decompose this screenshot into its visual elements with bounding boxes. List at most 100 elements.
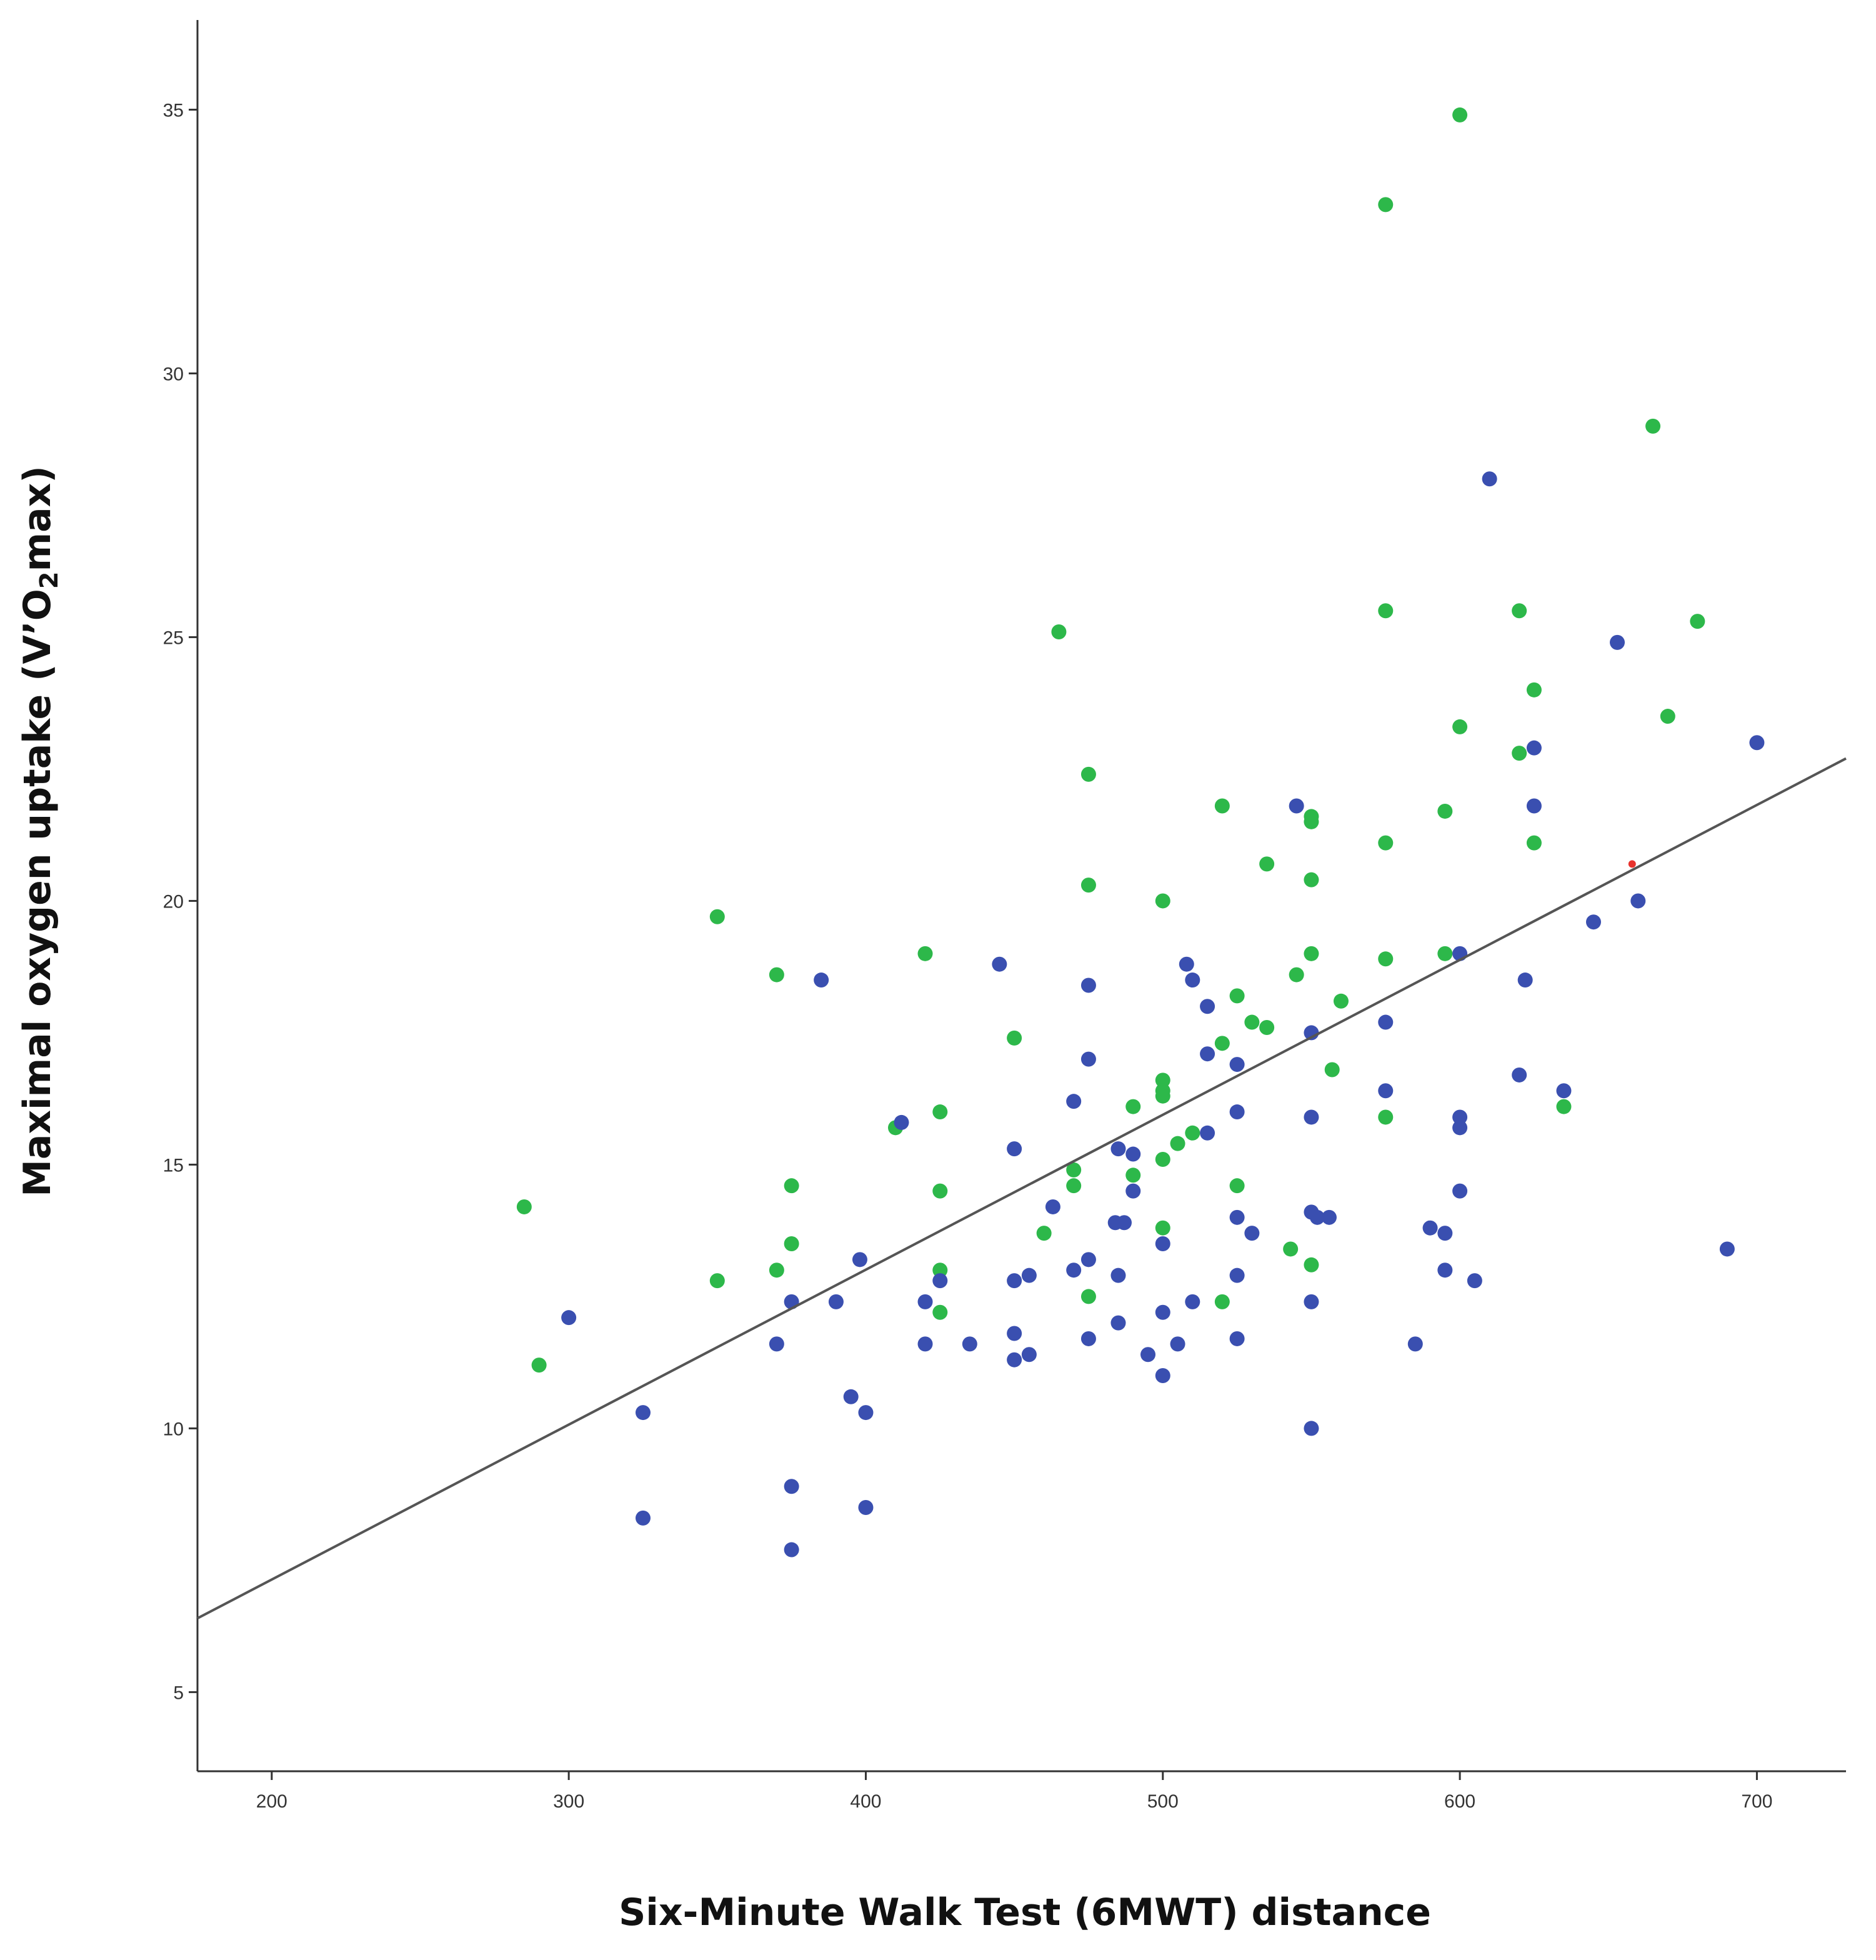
x-tick-label: 600 [1444, 1791, 1475, 1812]
point-blue [561, 1310, 577, 1326]
x-axis-title: Six-Minute Walk Test (6MWT) distance [619, 1891, 1431, 1934]
x-tick-label: 500 [1147, 1791, 1179, 1812]
point-blue [1437, 1226, 1453, 1241]
point-green [1229, 1178, 1245, 1194]
point-blue [1407, 1336, 1423, 1352]
point-blue [962, 1336, 977, 1352]
x-ticks: 200 300 400 500 600 700 [256, 1771, 1772, 1812]
y-axis-title-part-2: max) [16, 466, 59, 571]
point-blue [1007, 1352, 1022, 1368]
point-green [932, 1304, 948, 1320]
point-blue [1080, 978, 1096, 993]
point-green [1229, 988, 1245, 1004]
point-blue [1229, 1268, 1245, 1283]
point-green [1155, 893, 1170, 909]
point-green [1036, 1226, 1052, 1241]
point-green [932, 1262, 948, 1278]
point-green [1304, 946, 1319, 961]
point-blue [1110, 1315, 1126, 1331]
point-green [932, 1183, 948, 1199]
point-green [1080, 878, 1096, 893]
point-green [1155, 1151, 1170, 1167]
point-blue [1244, 1226, 1260, 1241]
point-blue [1556, 1083, 1572, 1099]
point-blue [1007, 1273, 1022, 1289]
point-green [1690, 614, 1705, 629]
point-green [1259, 856, 1275, 872]
point-blue [1378, 1014, 1394, 1030]
point-green [1304, 1257, 1319, 1272]
point-blue [1021, 1347, 1037, 1362]
point-green [1645, 418, 1661, 434]
point-blue [769, 1336, 784, 1352]
point-blue [1289, 798, 1304, 814]
axes [196, 20, 1846, 1772]
point-blue [1378, 1083, 1394, 1099]
point-green [1304, 814, 1319, 829]
regression-line [197, 757, 1847, 1620]
point-green [1378, 835, 1394, 851]
point-blue [1630, 893, 1646, 909]
point-blue [932, 1273, 948, 1289]
point-blue [1140, 1347, 1156, 1362]
point-green [709, 909, 725, 924]
point-green [1437, 946, 1453, 961]
point-blue [1185, 972, 1200, 988]
point-green [1526, 835, 1542, 851]
point-blue [1452, 1120, 1468, 1136]
point-blue [1749, 735, 1765, 751]
point-green [932, 1104, 948, 1120]
x-tick-label: 700 [1741, 1791, 1772, 1812]
point-blue [1585, 914, 1601, 930]
point-green [516, 1199, 532, 1214]
point-blue [1080, 1051, 1096, 1067]
point-blue [1229, 1209, 1245, 1225]
y-axis-title-subscript: 2 [35, 571, 64, 589]
point-blue [1080, 1331, 1096, 1346]
point-green [1452, 107, 1468, 122]
y-axis-title-part-1: Maximal oxygen uptake (V’O [16, 589, 59, 1197]
point-green [1378, 1109, 1394, 1125]
point-green [1324, 1062, 1340, 1078]
point-blue [858, 1500, 874, 1516]
point-green [1512, 746, 1527, 761]
point-blue [1110, 1268, 1126, 1283]
point-green [1378, 197, 1394, 212]
point-green [1007, 1030, 1022, 1046]
point-blue [1045, 1199, 1060, 1214]
point-blue [1021, 1268, 1037, 1283]
point-green [1512, 603, 1527, 619]
x-tick-label: 300 [553, 1791, 584, 1812]
y-tick-label: 20 [163, 891, 184, 912]
point-blue [1170, 1336, 1185, 1352]
y-tick-label: 15 [163, 1155, 184, 1176]
point-green [1214, 1294, 1230, 1309]
y-tick-label: 25 [163, 628, 184, 648]
point-blue [917, 1294, 933, 1309]
y-tick-label: 35 [163, 100, 184, 121]
point-red [1628, 860, 1636, 868]
point-blue [1200, 1125, 1215, 1141]
point-blue [635, 1405, 651, 1421]
point-green [1170, 1136, 1185, 1151]
point-blue [852, 1252, 867, 1268]
point-blue [917, 1336, 933, 1352]
point-blue [1422, 1220, 1438, 1236]
x-tick-label: 200 [256, 1791, 287, 1812]
point-blue [1125, 1183, 1141, 1199]
point-blue [1155, 1368, 1170, 1384]
point-blue [1179, 956, 1194, 972]
point-green [1214, 1036, 1230, 1051]
point-blue [1526, 740, 1542, 756]
point-blue [1309, 1209, 1325, 1225]
point-green [1066, 1178, 1082, 1194]
point-green [1155, 1220, 1170, 1236]
point-blue [814, 972, 829, 988]
point-blue [1185, 1294, 1200, 1309]
point-blue [1229, 1057, 1245, 1072]
point-blue [1304, 1294, 1319, 1309]
point-green [784, 1236, 799, 1252]
y-ticks: 5 10 15 20 25 30 35 [163, 100, 197, 1703]
point-blue [894, 1114, 909, 1130]
point-green [1244, 1014, 1260, 1030]
